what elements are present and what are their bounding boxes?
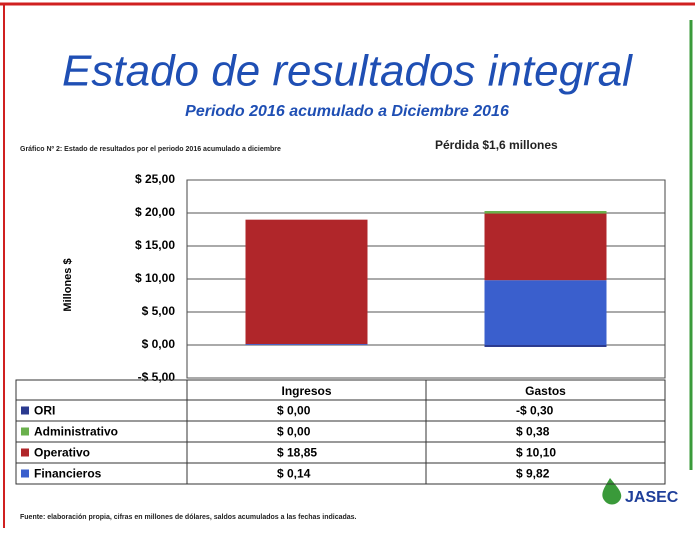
y-tick-label: $ 5,00 [142,304,176,318]
bar-segment [245,344,368,345]
y-tick-label: $ 0,00 [142,337,176,351]
logo: JASEC [625,489,679,506]
legend-label: Operativo [34,446,90,460]
legend-label: Financieros [34,467,102,481]
legend-swatch [21,448,29,457]
table-value: $ 0,14 [277,467,311,481]
table-frame [15,379,666,485]
table-value: $ 18,85 [277,446,317,460]
legend-swatch [21,427,29,436]
legend-swatch [21,406,29,415]
table-value: -$ 0,30 [516,404,554,418]
y-tick-label: $ 20,00 [135,205,175,219]
bar-segment [245,219,368,345]
table-value: $ 0,00 [277,404,311,418]
y-tick-label: $ 25,00 [135,172,175,186]
annotation: Pérdida $1,6 millones [435,138,558,152]
y-axis-label: Millones $ [62,258,74,311]
logo-icon [602,478,622,505]
legend-label: ORI [34,404,55,418]
legend-label: Administrativo [34,425,118,439]
bar-segment [484,345,607,347]
table-value: $ 9,82 [516,467,550,481]
table-value: $ 10,10 [516,446,556,460]
legend-swatch [21,469,29,478]
bar-segment [484,213,607,281]
table-value: $ 0,38 [516,425,550,439]
source: Fuente: elaboración propia, cifras en mi… [20,514,357,521]
x-tick-label: Ingresos [281,384,331,398]
chart-subtitle: Periodo 2016 acumulado a Diciembre 2016 [185,103,509,120]
chart-caption: Gráfico Nº 2: Estado de resultados por e… [20,146,281,153]
bar-segment [484,211,607,214]
y-tick-label: -$ 5,00 [138,370,176,384]
x-tick-label: Gastos [525,384,566,398]
y-tick-label: $ 10,00 [135,271,175,285]
y-tick-label: $ 15,00 [135,238,175,252]
chart-title: Estado de resultados integral [62,47,633,96]
table-value: $ 0,00 [277,425,311,439]
bar-segment [484,280,607,345]
